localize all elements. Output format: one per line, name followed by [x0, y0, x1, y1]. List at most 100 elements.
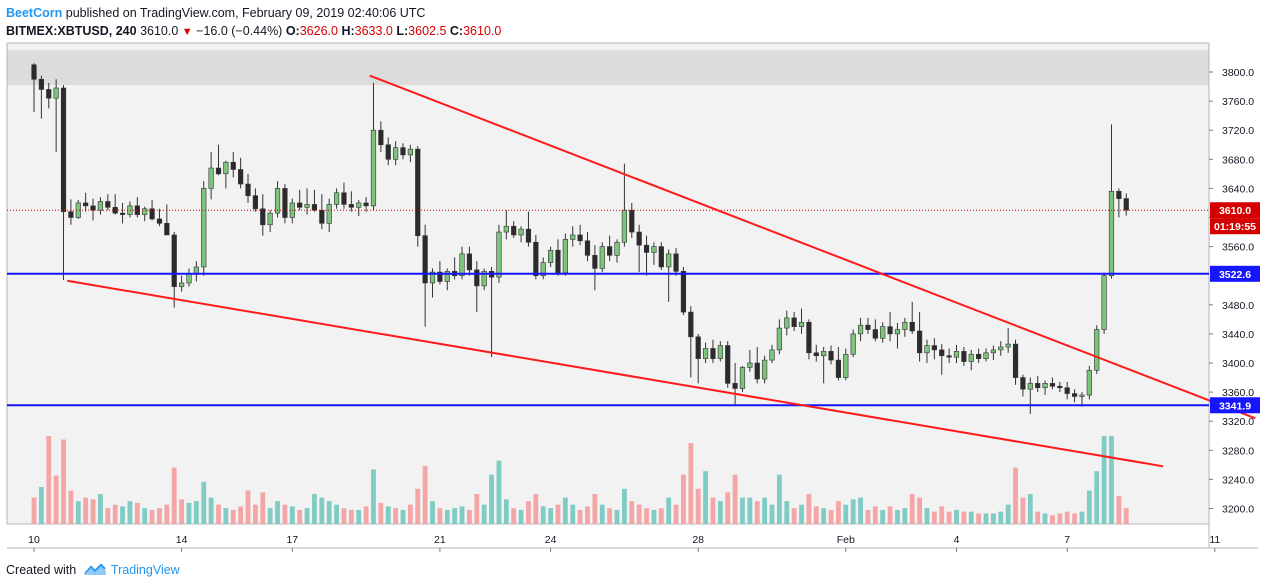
candle-down [710, 348, 716, 359]
candle-down [909, 321, 915, 332]
candle-down [732, 383, 738, 389]
candle-down [931, 345, 937, 351]
candle-up [880, 326, 886, 339]
volume-bar [658, 508, 664, 524]
candle-up [481, 271, 487, 287]
author-link[interactable]: BeetCorn [6, 6, 63, 20]
candle-down [378, 129, 384, 146]
candle-down [673, 253, 679, 272]
volume-bar [31, 497, 37, 524]
candle-up [142, 208, 148, 215]
volume-bar [717, 501, 723, 524]
candle-up [547, 249, 554, 263]
candle-down [946, 355, 952, 358]
volume-bar [201, 481, 207, 524]
price-chart[interactable]: 3200.0 3240.0 3280.0 3320.0 3360.0 3400.0 3440… [0, 0, 1268, 556]
candle-up [208, 167, 214, 189]
chart-area[interactable]: 3200.0 3240.0 3280.0 3320.0 3360.0 3400.0 3440… [0, 0, 1268, 561]
candle-up [998, 346, 1004, 351]
candle-up [496, 231, 502, 278]
volume-bar [1109, 436, 1114, 524]
volume-bar [245, 490, 251, 524]
volume-bar [385, 506, 391, 524]
volume-bar [1020, 497, 1026, 524]
volume-bar [223, 508, 229, 524]
chart-header: BeetCorn published on TradingView.com, F… [6, 4, 1256, 40]
price-label-bg [1210, 265, 1260, 282]
volume-bar [1123, 508, 1129, 524]
volume-bar [481, 504, 487, 524]
ohlc-close-label: C: [449, 24, 464, 38]
candle-up [274, 188, 281, 214]
y-tick-label: 3640.0 [1222, 183, 1254, 195]
volume-bar [968, 511, 974, 524]
candle-up [75, 202, 81, 218]
volume-bar [326, 501, 332, 524]
volume-bar [356, 509, 362, 524]
volume-bar [75, 501, 81, 524]
candle-up [983, 352, 989, 359]
volume-bar [171, 467, 177, 524]
volume-bar [238, 506, 244, 524]
candle-down [813, 352, 819, 357]
price-label-bg [1210, 218, 1260, 235]
candle-up [968, 353, 974, 362]
candle-up [850, 333, 856, 355]
tradingview-logo-icon[interactable] [83, 562, 106, 580]
volume-bar [1013, 467, 1018, 524]
volume-bar [503, 499, 509, 524]
volume-bar [371, 469, 376, 524]
candle-up [614, 241, 620, 256]
x-tick-label: 4 [954, 534, 960, 546]
volume-bar [46, 436, 52, 524]
volume-bar [334, 504, 339, 524]
volume-bar [437, 508, 443, 524]
candle-up [1079, 394, 1085, 397]
volume-bar [275, 501, 280, 524]
volume-bar [784, 501, 790, 524]
candle-up [702, 348, 709, 359]
candle-up [902, 321, 908, 330]
candle-up [747, 362, 753, 368]
candle-down [156, 218, 163, 224]
y-tick-label: 3800.0 [1222, 67, 1254, 79]
volume-bar [644, 508, 649, 524]
tradingview-link[interactable]: TradingView [110, 563, 180, 577]
volume-bar [732, 474, 738, 524]
candle-down [230, 161, 236, 170]
candle-down [1123, 198, 1129, 211]
volume-bar [415, 488, 421, 524]
candle-down [688, 311, 694, 338]
volume-bar [976, 513, 982, 524]
candle-down [68, 211, 74, 218]
candle-up [53, 87, 59, 99]
candle-up [1086, 369, 1092, 396]
volume-bar [585, 506, 590, 524]
y-tick-label: 3280.0 [1222, 445, 1254, 457]
candle-down [38, 78, 44, 90]
created-with-text: Created with [6, 563, 77, 577]
candle-down [806, 321, 812, 354]
x-tick-label: 17 [286, 534, 298, 546]
down-arrow-icon: ▼ [181, 26, 193, 38]
volume-bar [725, 492, 731, 524]
candle-down [636, 231, 642, 246]
candle-down [31, 64, 37, 80]
trendline [369, 74, 1256, 420]
candle-down [577, 234, 583, 242]
volume-bar [98, 494, 103, 524]
volume-bar [902, 508, 908, 524]
ohlc-high-value: 3633.0 [354, 24, 393, 38]
y-tick-label: 3680.0 [1222, 154, 1254, 166]
volume-bar [695, 488, 701, 524]
volume-bar [38, 487, 44, 524]
y-tick-label: 3440.0 [1222, 329, 1254, 341]
publish-info: BeetCorn published on TradingView.com, F… [6, 4, 1256, 22]
candle-up [127, 205, 133, 215]
candle-down [887, 326, 893, 335]
volume-bar [917, 497, 922, 524]
x-tick-label: 24 [545, 534, 557, 546]
volume-bar [622, 488, 627, 524]
candle-down [60, 87, 67, 212]
volume-bar [297, 509, 303, 524]
